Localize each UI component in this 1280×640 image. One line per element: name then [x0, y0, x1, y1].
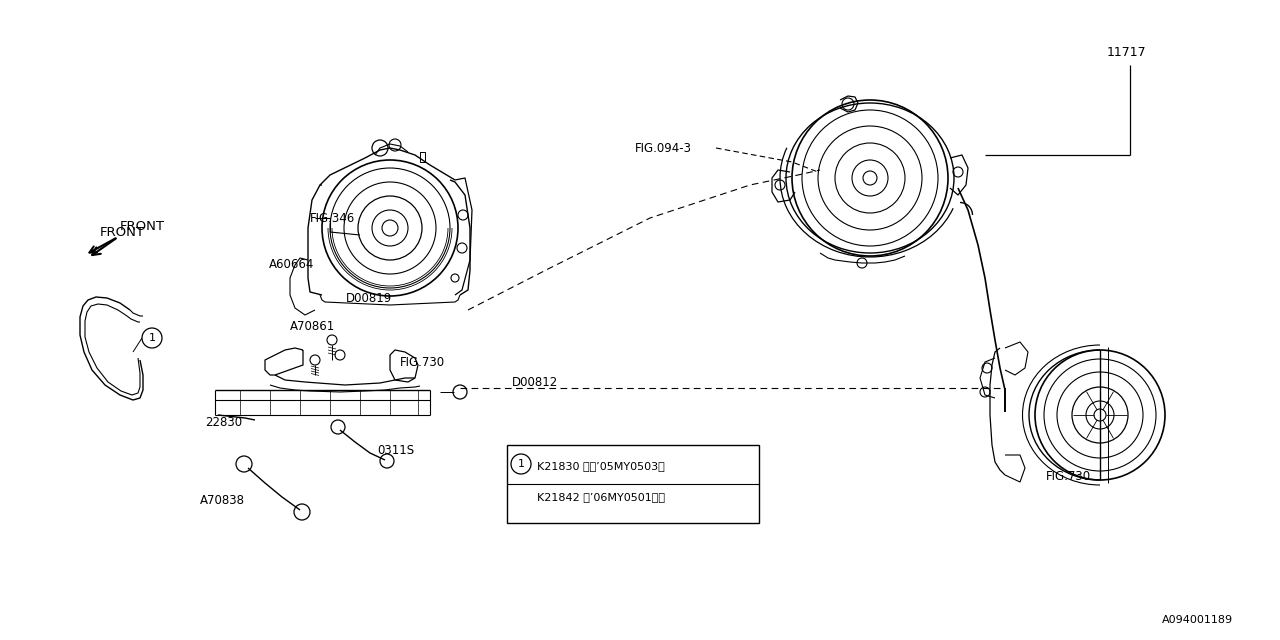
Text: 1: 1: [148, 333, 155, 343]
Bar: [507, 445, 759, 523]
Text: FRONT: FRONT: [100, 225, 145, 239]
Text: A70838: A70838: [200, 493, 244, 506]
Text: K21830 （－’05MY0503）: K21830 （－’05MY0503）: [538, 461, 664, 471]
Text: 1: 1: [517, 459, 525, 469]
Text: 0311S: 0311S: [378, 445, 415, 458]
Text: FRONT: FRONT: [120, 221, 165, 234]
Text: A60664: A60664: [269, 259, 315, 271]
Text: D00812: D00812: [512, 376, 558, 390]
Text: A70861: A70861: [291, 319, 335, 333]
Text: A094001189: A094001189: [1162, 615, 1233, 625]
Text: FIG.094-3: FIG.094-3: [635, 141, 692, 154]
Text: D00819: D00819: [346, 291, 392, 305]
Text: 11717: 11717: [1107, 45, 1147, 58]
Text: FIG.730: FIG.730: [1046, 470, 1091, 483]
Text: FIG.346: FIG.346: [310, 211, 356, 225]
Text: 22830: 22830: [205, 417, 242, 429]
Text: FIG.730: FIG.730: [399, 355, 445, 369]
Text: K21842 （’06MY0501－）: K21842 （’06MY0501－）: [538, 492, 666, 502]
